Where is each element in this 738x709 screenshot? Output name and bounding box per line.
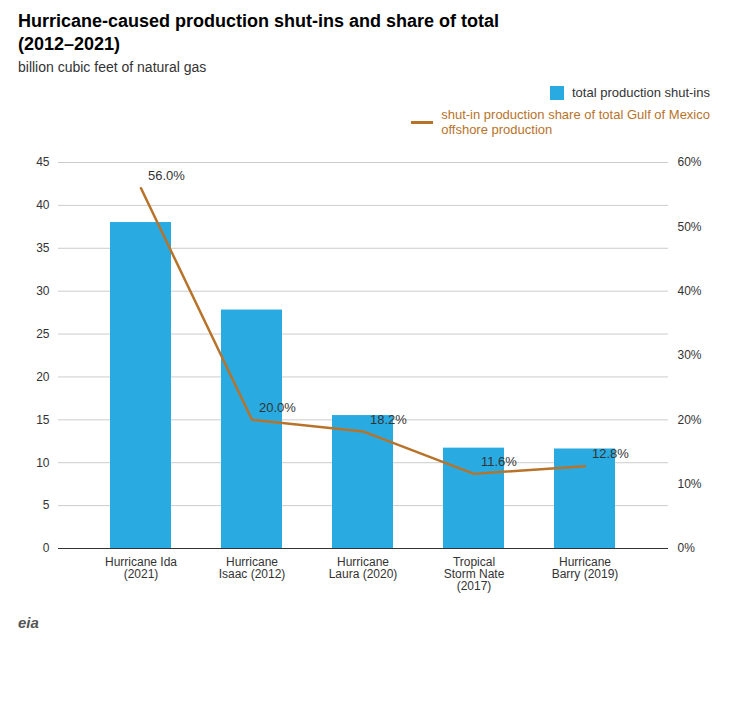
svg-text:HurricaneLaura (2020): HurricaneLaura (2020) (329, 555, 398, 581)
svg-text:10%: 10% (678, 477, 702, 491)
html-text:billion cubic feet of natural: billion cubic feet of natural gas (18, 59, 207, 75)
svg-text:20: 20 (36, 370, 50, 384)
svg-text:11.6%: 11.6% (481, 454, 517, 469)
svg-text:5: 5 (43, 498, 50, 512)
html-text:eia: eia (18, 613, 39, 631)
svg-text:30%: 30% (678, 348, 702, 362)
html-text:total production shut-ins: total production shut-ins (572, 85, 710, 100)
svg-text:10: 10 (36, 455, 50, 469)
svg-text:35: 35 (36, 241, 50, 255)
svg-text:TropicalStorm Nate(2017): TropicalStorm Nate(2017) (444, 555, 505, 593)
svg-text:56.0%: 56.0% (148, 168, 185, 183)
svg-text:Hurricane Ida(2021): Hurricane Ida(2021) (105, 555, 177, 581)
svg-text:0%: 0% (678, 541, 696, 555)
svg-text:50%: 50% (678, 219, 702, 233)
svg-text:60%: 60% (678, 155, 702, 169)
svg-text:20%: 20% (678, 412, 702, 426)
svg-text:0: 0 (43, 541, 50, 555)
svg-text:12.8%: 12.8% (592, 446, 629, 461)
svg-text:20.0%: 20.0% (259, 400, 296, 415)
svg-text:18.2%: 18.2% (370, 411, 407, 426)
svg-text:HurricaneBarry (2019): HurricaneBarry (2019) (552, 555, 619, 581)
svg-text:15: 15 (36, 412, 50, 426)
svg-text:25: 25 (36, 327, 50, 341)
svg-text:45: 45 (36, 155, 50, 169)
html-text:Hurricane-caused production sh: Hurricane-caused production shut-ins and… (18, 11, 500, 54)
html-text:shut-in production share of to: shut-in production share of total Gulf o… (441, 106, 710, 138)
svg-text:40%: 40% (678, 284, 702, 298)
svg-text:HurricaneIsaac (2012): HurricaneIsaac (2012) (219, 555, 286, 581)
svg-text:40: 40 (36, 198, 50, 212)
svg-text:30: 30 (36, 284, 50, 298)
